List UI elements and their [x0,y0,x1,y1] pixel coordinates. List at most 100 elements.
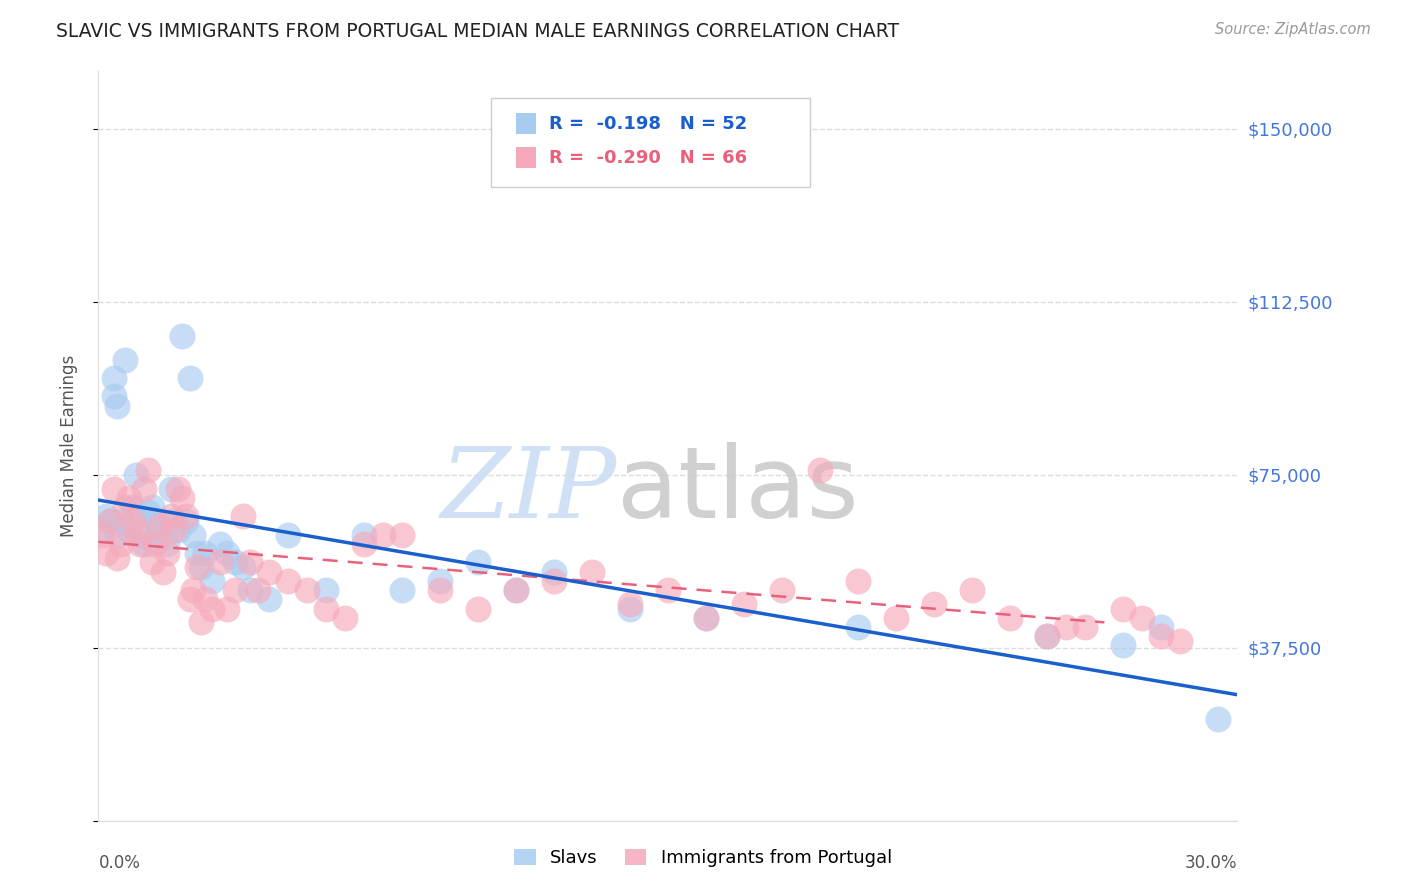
Point [186,546,208,560]
Point [1036,629,1059,643]
Point [201,574,224,588]
Text: ZIP: ZIP [440,443,617,539]
Point [179,592,201,607]
Point [163,523,186,537]
Point [167,523,190,537]
Point [179,371,201,385]
Point [695,611,717,625]
Point [208,556,231,570]
Point [277,574,299,588]
Point [170,329,193,343]
Point [884,611,907,625]
Point [429,574,451,588]
Point [125,523,148,537]
Point [246,583,269,598]
Point [125,467,148,482]
Point [1112,639,1135,653]
Point [1036,629,1059,643]
Point [224,556,246,570]
Point [145,537,167,551]
Point [152,565,174,579]
Point [505,583,527,598]
Point [132,482,155,496]
Point [152,528,174,542]
Point [353,537,375,551]
Point [217,546,239,560]
Point [429,583,451,598]
Point [277,528,299,542]
Text: SLAVIC VS IMMIGRANTS FROM PORTUGAL MEDIAN MALE EARNINGS CORRELATION CHART: SLAVIC VS IMMIGRANTS FROM PORTUGAL MEDIA… [56,22,900,41]
Point [174,514,197,528]
Point [922,597,945,611]
Point [183,583,205,598]
Point [107,528,129,542]
Point [335,611,357,625]
Point [141,500,163,514]
Point [733,597,755,611]
Point [201,601,224,615]
Point [1150,629,1173,643]
Point [114,500,136,514]
Point [136,505,159,519]
Point [581,565,603,579]
Point [239,583,262,598]
Point [98,514,121,528]
Point [259,565,281,579]
Point [232,509,254,524]
Point [110,514,132,528]
Point [94,509,117,524]
Point [110,537,132,551]
Point [695,611,717,625]
Point [960,583,983,598]
Text: 30.0%: 30.0% [1185,855,1237,872]
Point [543,574,565,588]
Point [118,523,141,537]
Point [467,556,489,570]
Point [315,583,337,598]
Point [183,528,205,542]
Point [136,463,159,477]
Point [121,500,143,514]
Point [194,546,217,560]
Point [121,514,143,528]
Point [232,560,254,574]
Point [156,537,179,551]
Legend: Slavs, Immigrants from Portugal: Slavs, Immigrants from Portugal [506,841,900,874]
Point [103,482,125,496]
Point [167,482,190,496]
Point [163,514,186,528]
Point [1074,620,1097,634]
Point [156,546,179,560]
Text: atlas: atlas [617,442,858,540]
Point [1170,633,1192,648]
Point [239,556,262,570]
Point [174,509,197,524]
Point [619,597,641,611]
Point [846,620,869,634]
Point [998,611,1021,625]
Point [259,592,281,607]
FancyBboxPatch shape [516,147,536,168]
Point [148,518,170,533]
Text: R =  -0.198   N = 52: R = -0.198 N = 52 [550,115,748,133]
Point [297,583,319,598]
Point [148,518,170,533]
Point [114,352,136,367]
Point [98,514,121,528]
Point [224,583,246,598]
Point [91,523,114,537]
Point [194,592,217,607]
Point [190,560,212,574]
Point [141,556,163,570]
Point [94,546,117,560]
Point [391,528,413,542]
Point [190,615,212,630]
FancyBboxPatch shape [491,97,810,187]
Point [1132,611,1154,625]
Point [1150,620,1173,634]
Point [132,537,155,551]
Point [91,528,114,542]
Point [543,565,565,579]
Point [1112,601,1135,615]
Point [118,491,141,505]
